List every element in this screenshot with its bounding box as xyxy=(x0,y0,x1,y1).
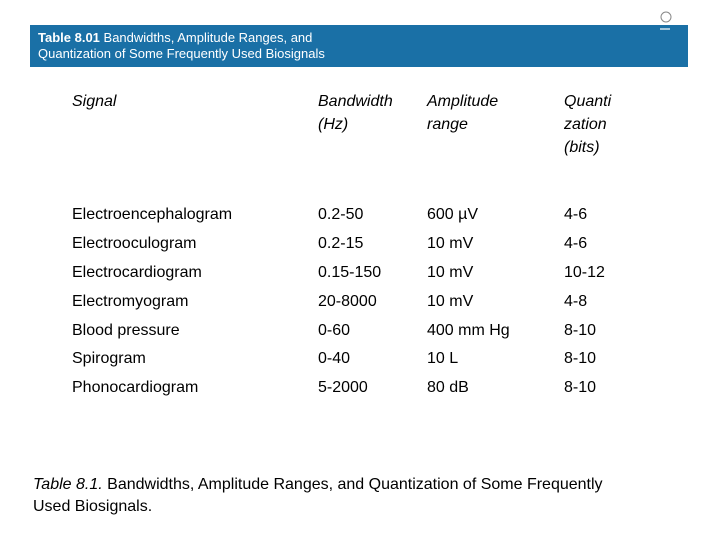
table-cell: 10-12 xyxy=(564,264,605,281)
icon xyxy=(660,11,672,23)
table-cell: Electromyogram xyxy=(72,293,189,310)
table-cell: 4-6 xyxy=(564,206,588,223)
column-header-line: (Hz) xyxy=(318,116,349,133)
column-header: Quanti zation (bits) xyxy=(564,90,611,159)
table-cell: 0.2-50 xyxy=(318,206,364,223)
table-cell: Spirogram xyxy=(72,350,146,367)
table-cell: Electrooculogram xyxy=(72,235,197,252)
header-bar: Table 8.01 Bandwidths, Amplitude Ranges,… xyxy=(30,11,688,67)
caption: Table 8.1. Bandwidths, Amplitude Ranges,… xyxy=(33,474,603,518)
column-header-line: Bandwidth xyxy=(318,93,393,110)
table-cell: 400 mm Hg xyxy=(427,322,510,339)
caption-label: Table 8.1. xyxy=(33,476,103,493)
table-cell: 0-60 xyxy=(318,322,351,339)
header-title-line: Bandwidths, Amplitude Ranges, and xyxy=(103,30,313,45)
table-cell: 10 mV xyxy=(427,293,474,310)
column-header-line: Quanti xyxy=(564,93,612,110)
table-cell: 8-10 xyxy=(564,379,597,396)
table-cell: 0-40 xyxy=(318,350,351,367)
column-header-line: Signal xyxy=(72,93,117,110)
table-cell: 80 dB xyxy=(427,379,469,396)
column-header: Amplitude range xyxy=(427,90,498,136)
header-title: Table 8.01 Bandwidths, Amplitude Ranges,… xyxy=(38,30,325,62)
table-cell: 8-10 xyxy=(564,322,597,339)
table-cell: 20-8000 xyxy=(318,293,377,310)
table-cell: Electrocardiogram xyxy=(72,264,202,281)
table-cell: 10 mV xyxy=(427,235,474,252)
column-header-line: (bits) xyxy=(564,139,600,156)
column-header: Bandwidth (Hz) xyxy=(318,90,393,136)
table-cell: 10 L xyxy=(427,350,459,367)
table-cell: Phonocardiogram xyxy=(72,379,199,396)
column-header-line: Amplitude xyxy=(427,93,499,110)
caption-line: Used Biosignals. xyxy=(33,498,153,515)
column-header-line: range xyxy=(427,116,468,133)
column-header: Signal xyxy=(72,90,116,113)
table-cell: 600 µV xyxy=(427,206,479,223)
header-label: Table 8.01 xyxy=(38,30,100,45)
table-cell: 4-8 xyxy=(564,293,588,310)
column-header-line: zation xyxy=(564,116,607,133)
table-cell: 0.15-150 xyxy=(318,264,382,281)
header-title-line: Quantization of Some Frequently Used Bio… xyxy=(38,46,325,61)
table-cell: 4-6 xyxy=(564,235,588,252)
table-cell: 10 mV xyxy=(427,264,474,281)
table-cell: Blood pressure xyxy=(72,322,180,339)
table-cell: 5-2000 xyxy=(318,379,368,396)
caption-line: Bandwidths, Amplitude Ranges, and Quanti… xyxy=(107,476,603,493)
header-icons xyxy=(660,11,672,30)
table-cell: Electroencephalogram xyxy=(72,206,233,223)
table-cell: 8-10 xyxy=(564,350,597,367)
table-cell: 0.2-15 xyxy=(318,235,364,252)
